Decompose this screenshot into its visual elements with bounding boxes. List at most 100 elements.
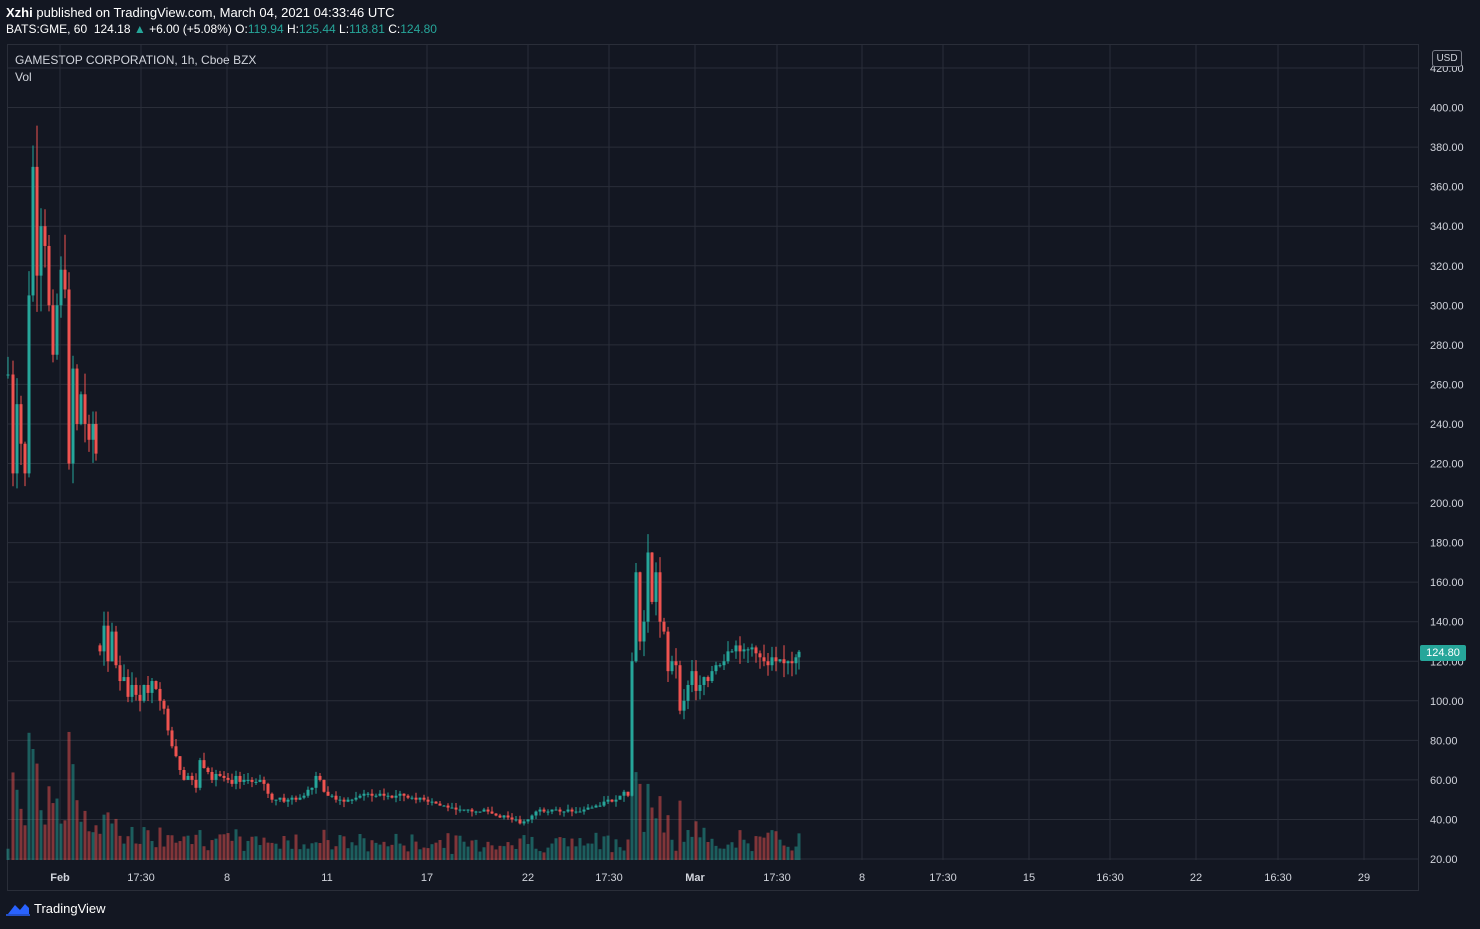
legend-title[interactable]: GAMESTOP CORPORATION, 1h, Cboe BZX [15,53,257,67]
volume-bar [350,842,354,860]
candle-body [610,799,614,802]
candle-body [762,657,766,662]
candle-body [63,269,67,290]
tradingview-brand[interactable]: TradingView [6,901,106,916]
chart-panel[interactable] [7,44,1419,891]
candle-body [334,795,338,800]
author-name[interactable]: Xzhi [6,5,33,20]
volume-bar [202,846,206,860]
candle-body [55,305,59,355]
volume-bar [162,846,166,860]
candle-body [630,661,634,796]
volume-bar [422,847,426,860]
candle-body [210,771,214,780]
volume-bar [634,772,638,860]
volume-bar [578,838,582,860]
candle-body [466,809,470,811]
volume-bar [598,849,602,860]
candle-body [102,625,106,652]
volume-bar [686,830,690,860]
volume-bar [186,835,190,860]
candle-body [19,404,23,444]
volume-bar [418,849,422,860]
volume-bar [114,818,118,860]
volume-bar [594,832,598,860]
candle-body [758,653,762,658]
candle-body [566,809,570,812]
volume-bar [390,844,394,860]
candle-body [674,661,678,666]
candle-body [266,783,270,794]
candle-body [670,661,674,672]
candle-body [286,799,290,802]
x-tick-label: 22 [522,872,534,884]
volume-bar [566,846,570,860]
volume-bar [562,838,566,860]
volume-bar [354,845,358,860]
volume-bar [518,838,522,860]
volume-bar [170,835,174,860]
candle-body [514,819,518,821]
volume-bar [134,843,138,860]
candle-body [746,649,750,651]
volume-bar [55,798,59,860]
candle-body [87,423,91,440]
candle-body [450,807,454,809]
volume-bar [618,847,622,860]
candle-body [642,621,646,642]
volume-bar [458,835,462,860]
volume-bar [550,843,554,860]
candle-body [242,779,246,782]
volume-bar [782,845,786,860]
candle-body [306,789,310,796]
candle-body [518,819,522,824]
candle-body [154,681,158,689]
volume-bar [510,845,514,860]
volume-bar [482,847,486,860]
currency-badge[interactable]: USD [1432,50,1462,67]
volume-bar [19,808,23,860]
candle-body [614,799,618,802]
chart-legend: GAMESTOP CORPORATION, 1h, Cboe BZX Vol [15,53,256,87]
candle-body [598,805,602,807]
y-tick-label: 200.00 [1430,498,1464,510]
candle-body [638,572,642,642]
x-tick-label: 17:30 [595,872,623,884]
candle-body [406,795,410,798]
candle-body [162,700,166,709]
volume-bar [146,830,150,860]
tradingview-logo-icon [6,903,30,916]
legend-volume[interactable]: Vol [15,70,32,84]
volume-bar [558,837,562,860]
candle-body [354,797,358,800]
y-tick-label: 340.00 [1430,221,1464,233]
candle-body [706,677,710,682]
candle-body [358,795,362,798]
candle-body [654,572,658,602]
volume-bar [154,847,158,860]
volume-bar [234,829,238,860]
volume-bar [122,843,126,860]
candle-body [734,645,738,652]
candle-body [218,773,222,776]
volume-bar [142,827,146,860]
volume-bar [454,835,458,860]
candle-body [530,815,534,820]
candle-body [11,374,15,474]
volume-bar [342,836,346,860]
candle-body [678,665,682,711]
candle-body [402,793,406,796]
candle-body [586,807,590,810]
volume-bar [310,843,314,860]
volume-bar [554,838,558,860]
candle-body [6,374,10,376]
volume-bar [254,836,258,860]
y-tick-label: 80.00 [1430,735,1458,747]
candle-body [138,694,142,701]
candle-body [538,809,542,812]
candle-body [458,809,462,811]
last-price-tag: 124.80 [1420,645,1466,661]
candle-body [342,799,346,802]
x-tick-label: 16:30 [1096,872,1124,884]
